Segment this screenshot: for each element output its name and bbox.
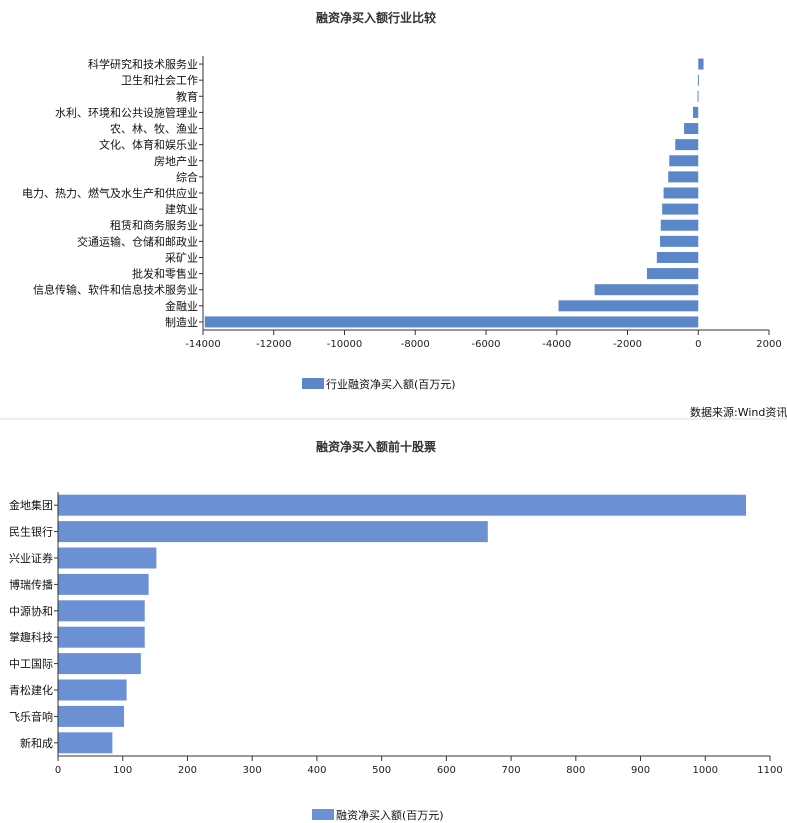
industry-bar[interactable] (697, 90, 699, 102)
industry-x-tick-label: -10000 (327, 339, 362, 350)
top10-bar[interactable] (58, 732, 113, 754)
top10-legend-label: 融资净买入额(百万元) (336, 808, 444, 822)
top10-bar[interactable] (58, 705, 125, 727)
top10-category-label: 掌趣科技 (9, 630, 53, 644)
top10-bar[interactable] (58, 547, 157, 569)
top10-x-tick-label: 400 (307, 765, 326, 776)
top10-bar[interactable] (58, 600, 145, 622)
industry-category-label: 租赁和商务服务业 (110, 218, 198, 232)
industry-legend-swatch (302, 378, 324, 389)
top10-category-label: 民生银行 (9, 525, 53, 539)
industry-x-tick-label: -12000 (256, 339, 291, 350)
top10-category-label: 飞乐音响 (9, 709, 53, 723)
top10-chart: 融资净买入额前十股票 0 100 200 300 400 500 600 700 800 900 1… (9, 439, 783, 822)
top10-x-tick-label: 0 (55, 765, 61, 776)
industry-x-tick-label: -14000 (185, 339, 220, 350)
top10-x-tick-label: 100 (113, 765, 132, 776)
industry-x-tick-label: 2000 (756, 339, 781, 350)
industry-bar[interactable] (662, 203, 699, 215)
top10-x-tick-label: 1100 (757, 765, 782, 776)
industry-category-label: 教育 (176, 89, 198, 103)
industry-category-label: 交通运输、仓储和邮政业 (77, 234, 198, 248)
top10-chart-title: 融资净买入额前十股票 (316, 439, 436, 454)
industry-category-label: 卫生和社会工作 (121, 73, 198, 87)
industry-x-tick-label: 0 (695, 339, 701, 350)
industry-category-label: 水利、环境和公共设施管理业 (55, 105, 198, 119)
top10-category-label: 中源协和 (9, 604, 53, 618)
industry-bar[interactable] (204, 316, 699, 328)
industry-bar[interactable] (669, 155, 699, 167)
industry-category-label: 综合 (176, 170, 198, 184)
top10-x-tick-label: 500 (372, 765, 391, 776)
industry-bar[interactable] (646, 268, 699, 280)
industry-bar[interactable] (660, 235, 699, 247)
top10-x-tick-label: 900 (631, 765, 650, 776)
industry-bar[interactable] (697, 74, 699, 86)
industry-bar[interactable] (663, 187, 699, 199)
top10-bar[interactable] (58, 679, 127, 701)
top10-category-label: 中工国际 (9, 658, 53, 671)
industry-category-label: 电力、热力、燃气及水生产和供应业 (22, 186, 198, 200)
top10-bar[interactable] (58, 653, 141, 675)
top10-x-tick-label: 600 (437, 765, 456, 776)
top10-x-tick-label: 700 (502, 765, 521, 776)
top10-category-label: 新和成 (20, 736, 53, 750)
top10-chart-legend[interactable]: 融资净买入额(百万元) (312, 808, 444, 822)
top10-bar[interactable] (58, 494, 747, 516)
industry-x-tick-label: -2000 (613, 339, 642, 350)
industry-x-tick-label: -6000 (471, 339, 500, 350)
top10-bar[interactable] (58, 573, 149, 595)
industry-category-label: 金融业 (165, 299, 198, 313)
industry-category-label: 建筑业 (165, 202, 198, 216)
top10-x-tick-label: 300 (243, 765, 262, 776)
industry-bar[interactable] (656, 251, 699, 263)
top10-bar[interactable] (58, 626, 145, 648)
top10-x-tick-label: 800 (566, 765, 585, 776)
top10-bar[interactable] (58, 521, 488, 543)
industry-category-label: 文化、体育和娱乐业 (99, 138, 198, 152)
industry-bar[interactable] (594, 284, 699, 296)
industry-bar[interactable] (660, 219, 699, 231)
top10-category-label: 博瑞传播 (9, 577, 53, 591)
industry-bar[interactable] (684, 123, 699, 135)
industry-x-tick-label: -8000 (401, 339, 430, 350)
industry-category-label: 采矿业 (165, 251, 198, 264)
industry-legend-label: 行业融资净买入额(百万元) (326, 377, 456, 391)
industry-x-tick-label: -4000 (542, 339, 571, 350)
top10-legend-swatch (312, 809, 334, 820)
industry-category-label: 制造业 (165, 315, 198, 329)
top10-category-label: 青松建化 (9, 683, 53, 697)
industry-category-label: 信息传输、软件和信息技术服务业 (33, 283, 198, 297)
top10-x-tick-label: 1000 (693, 765, 718, 776)
industry-category-label: 批发和零售业 (132, 267, 198, 281)
industry-chart-title: 融资净买入额行业比较 (316, 10, 436, 25)
source-note: 数据来源:Wind资讯 (690, 405, 787, 419)
top10-x-tick-label: 200 (178, 765, 197, 776)
top10-category-label: 兴业证券 (9, 551, 53, 565)
industry-bar[interactable] (668, 171, 699, 183)
industry-bar[interactable] (675, 139, 699, 151)
industry-category-label: 房地产业 (154, 154, 198, 168)
industry-chart: 融资净买入额行业比较 -14000 -12000 -10000 -8000 -6000 -… (22, 10, 782, 391)
top10-category-label: 金地集团 (9, 498, 53, 512)
industry-bar[interactable] (692, 106, 699, 118)
industry-chart-legend[interactable]: 行业融资净买入额(百万元) (302, 377, 456, 391)
industry-bar[interactable] (558, 300, 699, 312)
industry-bar[interactable] (698, 58, 704, 70)
industry-category-label: 农、林、牧、渔业 (110, 122, 198, 136)
industry-category-label: 科学研究和技术服务业 (88, 57, 198, 71)
